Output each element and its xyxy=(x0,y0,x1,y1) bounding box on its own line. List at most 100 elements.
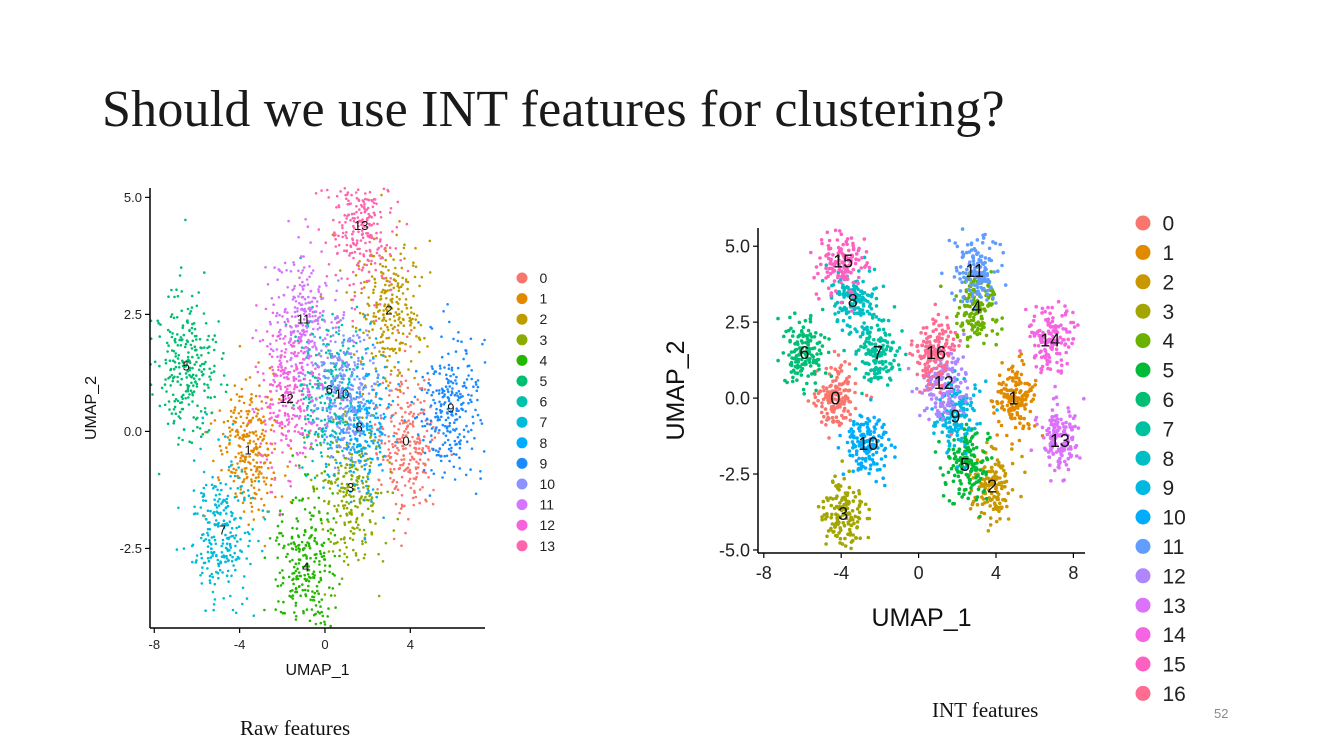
data-point xyxy=(388,461,391,464)
data-point xyxy=(378,434,382,438)
data-point xyxy=(238,344,242,348)
data-point xyxy=(349,495,353,498)
data-point xyxy=(257,451,260,455)
data-point xyxy=(410,455,414,459)
data-point xyxy=(384,249,388,253)
data-point xyxy=(885,383,890,387)
data-point xyxy=(384,283,387,287)
data-point xyxy=(412,412,416,416)
data-point xyxy=(427,445,430,449)
data-point xyxy=(345,491,349,495)
data-point xyxy=(262,516,265,519)
data-point xyxy=(978,468,983,472)
data-point xyxy=(900,329,904,333)
data-point xyxy=(978,323,983,328)
data-point xyxy=(1011,379,1015,383)
data-point xyxy=(409,323,412,327)
data-point xyxy=(437,431,440,435)
data-point xyxy=(360,495,364,498)
data-point xyxy=(400,382,404,386)
data-point xyxy=(985,440,989,445)
data-point xyxy=(408,452,412,455)
data-point xyxy=(225,446,228,450)
data-point xyxy=(404,531,407,535)
data-point xyxy=(385,312,389,316)
data-point xyxy=(427,458,430,461)
data-point xyxy=(387,336,391,340)
data-point xyxy=(396,274,400,278)
data-point xyxy=(336,492,340,495)
data-point xyxy=(383,347,387,351)
data-point xyxy=(312,487,316,491)
data-point xyxy=(1014,383,1018,388)
data-point xyxy=(857,489,861,493)
data-point xyxy=(431,502,435,506)
data-point xyxy=(428,449,431,453)
data-point xyxy=(1000,327,1004,331)
data-point xyxy=(843,360,847,364)
data-point xyxy=(1033,378,1038,383)
data-point xyxy=(401,276,405,280)
data-point xyxy=(373,322,376,325)
data-point xyxy=(404,447,407,450)
data-point xyxy=(315,487,319,491)
data-point xyxy=(388,306,391,309)
data-point xyxy=(853,406,858,411)
data-point xyxy=(401,283,404,286)
data-point xyxy=(252,518,256,521)
data-point xyxy=(234,416,238,420)
data-point xyxy=(1028,409,1033,414)
data-point xyxy=(355,479,358,482)
data-point xyxy=(239,415,243,419)
data-point xyxy=(956,311,960,316)
data-point xyxy=(359,360,363,363)
data-point xyxy=(833,312,837,316)
data-point xyxy=(361,514,364,517)
data-point xyxy=(311,572,315,576)
data-point xyxy=(828,496,833,500)
data-point xyxy=(984,496,989,501)
data-point xyxy=(776,316,780,321)
data-point xyxy=(374,522,377,525)
data-point xyxy=(843,544,848,548)
data-point xyxy=(253,465,256,468)
data-point xyxy=(888,348,893,353)
data-point xyxy=(809,313,813,318)
data-point xyxy=(249,468,253,472)
data-point xyxy=(367,296,371,299)
data-point xyxy=(349,530,353,533)
data-point xyxy=(1013,416,1017,421)
data-point xyxy=(840,459,844,463)
data-point xyxy=(236,462,239,465)
data-point xyxy=(250,505,254,509)
data-point xyxy=(412,457,416,461)
data-point xyxy=(984,456,989,460)
data-point xyxy=(362,331,365,335)
data-point xyxy=(402,246,406,250)
data-point xyxy=(416,466,420,469)
data-point xyxy=(983,465,987,469)
data-point xyxy=(381,333,384,336)
data-point xyxy=(342,475,345,478)
data-point xyxy=(354,467,358,471)
data-point xyxy=(396,284,400,288)
data-point xyxy=(245,410,248,413)
data-point xyxy=(428,271,432,274)
data-point xyxy=(376,303,380,306)
data-point xyxy=(351,526,354,529)
data-point xyxy=(846,409,850,414)
data-point xyxy=(234,420,237,424)
data-point xyxy=(851,499,856,503)
data-point xyxy=(999,466,1004,470)
data-point xyxy=(1000,400,1005,404)
data-point xyxy=(861,302,866,306)
data-point xyxy=(393,319,397,323)
data-point xyxy=(817,348,822,353)
data-point xyxy=(419,401,423,404)
data-point xyxy=(412,477,416,480)
data-point xyxy=(418,284,421,288)
data-point xyxy=(402,458,406,461)
data-point xyxy=(352,353,356,356)
data-point xyxy=(384,355,387,359)
data-point xyxy=(380,483,383,487)
